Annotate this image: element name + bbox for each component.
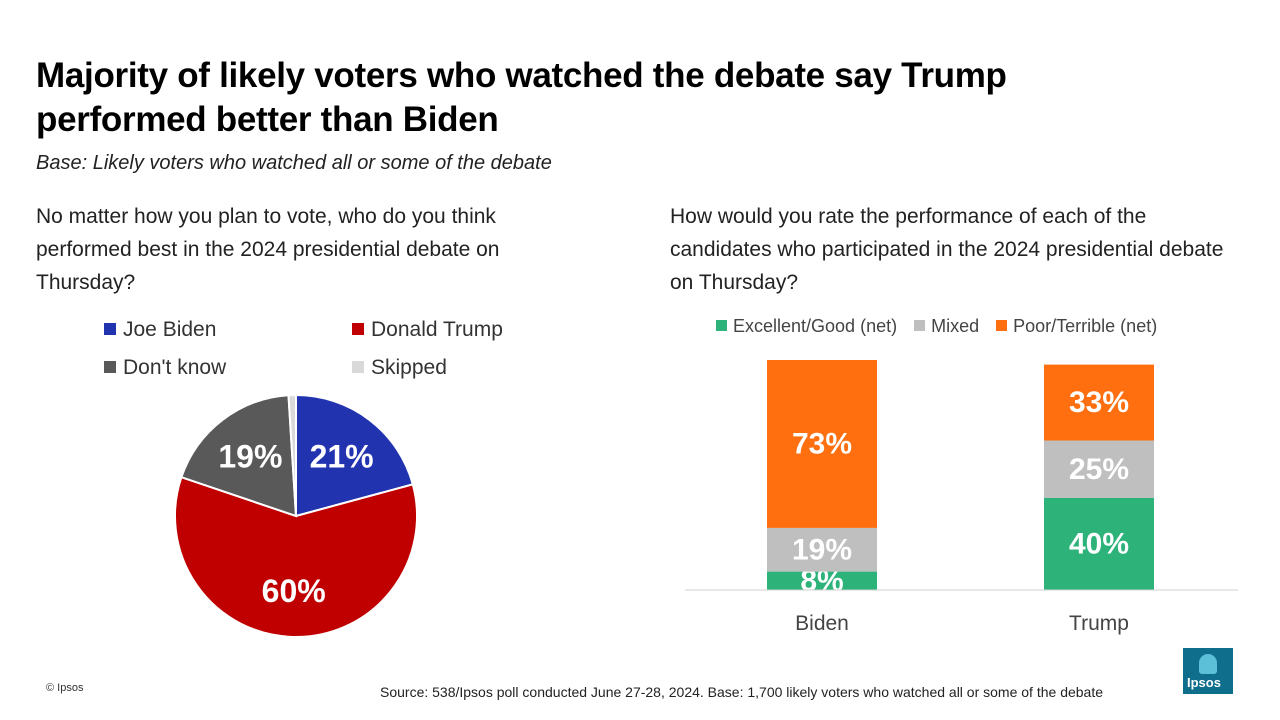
pie-chart: 21% 60% 19% bbox=[174, 393, 418, 638]
pie-label-donald-trump: 60% bbox=[262, 573, 326, 609]
legend-label: Donald Trump bbox=[371, 318, 503, 341]
legend-swatch bbox=[716, 320, 727, 331]
bar-label-trump-poor-terrible-net: 33% bbox=[1069, 386, 1129, 419]
legend-label: Don't know bbox=[123, 356, 227, 379]
category-label-trump: Trump bbox=[1069, 612, 1129, 635]
legend-label: Joe Biden bbox=[123, 318, 217, 341]
page-title: Majority of likely voters who watched th… bbox=[36, 56, 1007, 139]
bar-segment-biden-poor-terrible-net bbox=[767, 360, 877, 528]
legend-label: Excellent/Good (net) bbox=[733, 316, 898, 336]
legend-item-donald-trump: Donald Trump bbox=[352, 318, 503, 342]
legend-label: Poor/Terrible (net) bbox=[1013, 316, 1158, 336]
bar-segment-trump-poor-terrible-net bbox=[1044, 364, 1154, 441]
pie-slice-skipped bbox=[287, 393, 297, 517]
logo-text: Ipsos bbox=[1187, 675, 1221, 690]
legend-item-poor-terrible: Poor/Terrible (net) bbox=[996, 316, 1157, 337]
bar-legend: Excellent/Good (net) Mixed Poor/Terrible… bbox=[716, 316, 1169, 337]
right-question: How would you rate the performance of ea… bbox=[670, 205, 1224, 294]
legend-swatch bbox=[352, 323, 364, 335]
legend-swatch bbox=[914, 320, 926, 331]
copyright: © Ipsos bbox=[46, 682, 84, 694]
pie-label-don-t-know: 19% bbox=[218, 438, 282, 474]
legend-item-mixed: Mixed bbox=[914, 316, 979, 337]
category-label-biden: Biden bbox=[795, 612, 849, 635]
legend-label: Skipped bbox=[371, 356, 447, 379]
bar-label-trump-mixed: 25% bbox=[1069, 453, 1129, 486]
pie-slice-donald-trump bbox=[174, 475, 418, 638]
pie-slice-don-t-know bbox=[180, 394, 298, 518]
legend-swatch bbox=[104, 361, 116, 373]
source-note: Source: 538/Ipsos poll conducted June 27… bbox=[380, 684, 1104, 700]
bar-segment-trump-excellent-good-net bbox=[1044, 498, 1154, 590]
legend-swatch bbox=[104, 323, 116, 335]
logo-mark-icon bbox=[1199, 654, 1217, 674]
bar-label-biden-poor-terrible-net: 73% bbox=[792, 427, 852, 460]
legend-item-skipped: Skipped bbox=[352, 356, 447, 380]
bar-segment-biden-excellent-good-net bbox=[767, 571, 877, 590]
bar-segment-biden-mixed bbox=[767, 527, 877, 572]
pie-slice-joe-biden bbox=[295, 393, 415, 518]
bar-segment-trump-mixed bbox=[1044, 440, 1154, 498]
legend-item-excellent-good: Excellent/Good (net) bbox=[716, 316, 897, 337]
page-subtitle: Base: Likely voters who watched all or s… bbox=[36, 152, 552, 174]
legend-item-dont-know: Don't know bbox=[104, 356, 226, 380]
legend-item-joe-biden: Joe Biden bbox=[104, 318, 216, 342]
pie-label-joe-biden: 21% bbox=[310, 438, 374, 474]
left-question: No matter how you plan to vote, who do y… bbox=[36, 205, 500, 294]
legend-swatch bbox=[996, 320, 1008, 331]
legend-swatch bbox=[352, 361, 364, 373]
ipsos-logo: Ipsos bbox=[1183, 648, 1233, 694]
bar-label-trump-excellent-good-net: 40% bbox=[1069, 528, 1129, 561]
bar-label-biden-mixed: 19% bbox=[792, 533, 852, 566]
legend-label: Mixed bbox=[931, 316, 980, 336]
